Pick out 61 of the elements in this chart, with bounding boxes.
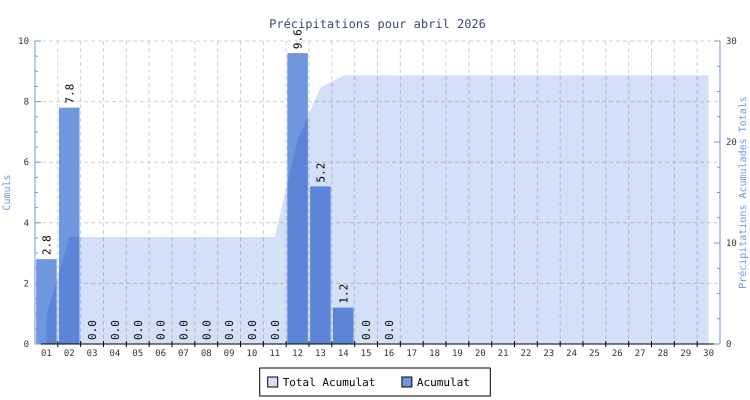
data-label: 0.0 [177,320,190,340]
data-label: 9.6 [292,29,305,50]
y-tick-label: 10 [18,37,29,47]
data-label: 0.0 [86,320,100,340]
x-tick-label: 15 [360,349,372,359]
data-label: 0.0 [268,320,282,340]
data-label: 7.8 [63,84,76,104]
x-tick-label: 06 [155,349,166,359]
x-tick-label: 09 [224,349,235,359]
data-label: 0.0 [154,320,168,340]
x-tick-label: 20 [474,349,486,359]
y-axis-title: Cumuls [2,174,13,211]
y-tick-label: 2 [24,279,29,290]
x-tick-label: 17 [406,349,418,359]
chart-title: Précipitations pour abril 2026 [269,17,486,31]
x-tick-label: 04 [109,349,120,359]
x-tick-label: 29 [680,349,692,359]
x-tick-label: 25 [588,349,600,359]
x-tick-label: 10 [246,349,258,359]
x-tick-label: 13 [314,349,326,359]
x-tick-label: 08 [200,349,212,359]
legend-label: Acumulat [416,376,470,389]
y-tick-label: 4 [24,218,29,229]
y2-axis-title: Précipitations Acumulades Totals [738,96,749,289]
x-tick-label: 16 [383,349,394,359]
y-tick-label: 6 [24,158,29,168]
y2-tick-label: 0 [726,340,732,350]
x-tick-label: 12 [292,349,304,359]
x-tick-label: 30 [703,349,714,359]
y-tick-label: 0 [24,340,29,350]
x-tick-label: 27 [634,349,646,359]
x-tick-label: 07 [178,349,189,359]
x-tick-label: 22 [520,349,532,359]
data-label: 2.8 [40,235,54,256]
y2-tick-label: 20 [726,138,737,148]
y-tick-label: 8 [24,98,29,108]
data-label: 5.2 [314,162,328,182]
data-label: 0.0 [360,320,374,340]
x-tick-label: 21 [498,349,509,359]
data-label: 0.0 [246,320,259,340]
data-label: 0.0 [200,320,214,340]
x-tick-label: 24 [566,349,578,359]
x-tick-label: 18 [429,349,440,359]
x-tick-label: 05 [132,349,144,359]
data-label: 0.0 [132,320,145,340]
text: Total Acumulat [282,376,376,389]
data-label: 0.0 [223,320,236,340]
x-tick-label: 02 [64,349,75,359]
data-label: 0.0 [382,320,396,340]
x-tick-label: 19 [452,349,463,359]
x-tick-label: 01 [40,349,52,359]
x-tick-label: 03 [86,349,98,359]
x-tick-label: 26 [612,349,623,359]
x-tick-label: 28 [657,349,668,359]
y2-tick-label: 30 [726,37,737,47]
data-label: 0.0 [108,320,122,340]
x-tick-label: 23 [543,349,554,359]
y2-tick-label: 10 [726,239,737,249]
x-tick-label: 11 [269,349,280,359]
x-tick-label: 14 [338,349,349,359]
data-label: 1.2 [337,284,350,304]
